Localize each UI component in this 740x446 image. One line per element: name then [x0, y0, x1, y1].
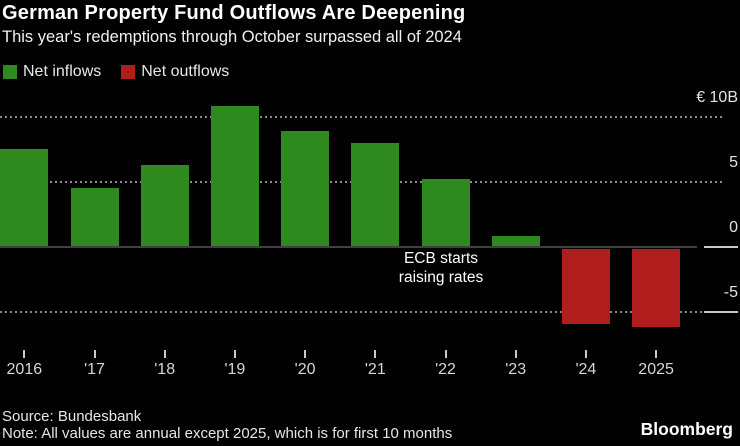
x-axis-tick-20 [304, 350, 307, 358]
bar-22[interactable] [421, 178, 470, 246]
bar-23[interactable] [491, 236, 540, 246]
right-axis-tick--5 [704, 310, 738, 313]
x-axis-tick-19 [233, 350, 236, 358]
bar-24[interactable] [561, 248, 610, 324]
gridline--5 [0, 310, 725, 313]
page-title: German Property Fund Outflows Are Deepen… [2, 2, 466, 24]
x-axis-label-17: '17 [84, 361, 105, 378]
x-axis-tick-22 [444, 350, 447, 358]
bar-2025[interactable] [632, 248, 681, 328]
bar-17[interactable] [70, 188, 119, 246]
x-axis-tick-24 [584, 350, 587, 358]
x-axis-label-18: '18 [154, 361, 176, 378]
annotation-ecb-raising-rates: ECB starts raising rates [351, 249, 531, 287]
annotation-line-2: raising rates [398, 269, 484, 286]
y-axis-label-10: € 10B [696, 88, 738, 106]
annotation-line-1: ECB starts [403, 250, 479, 267]
x-axis-label-20: '20 [294, 361, 316, 378]
bar-19[interactable] [210, 106, 259, 246]
x-axis-label-23: '23 [505, 361, 527, 378]
source-text: Source: Bundesbank [2, 408, 142, 425]
bar-21[interactable] [351, 142, 400, 246]
gridline-10 [0, 115, 725, 118]
x-axis-label-19: '19 [224, 361, 246, 378]
chart-subtitle: This year's redemptions through October … [2, 28, 462, 46]
x-axis-label-21: '21 [364, 361, 386, 378]
y-axis-label-0: 0 [729, 218, 738, 236]
bar-20[interactable] [281, 130, 330, 246]
x-axis-tick-2016 [23, 350, 26, 358]
y-axis-label--5: -5 [723, 283, 738, 301]
y-axis-label-5: 5 [729, 153, 738, 171]
bar-18[interactable] [140, 164, 189, 246]
x-axis-tick-18 [163, 350, 166, 358]
note-text: Note: All values are annual except 2025,… [2, 425, 453, 442]
legend-label-net-outflows: Net outflows [141, 63, 230, 80]
x-axis-tick-23 [514, 350, 517, 358]
gridline-0 [0, 245, 697, 248]
x-axis-label-2016: 2016 [6, 361, 43, 378]
legend-swatch-net-inflows [3, 65, 17, 79]
bloomberg-logo: Bloomberg [640, 419, 733, 439]
x-axis-label-22: '22 [435, 361, 456, 378]
legend-swatch-net-outflows [121, 65, 136, 79]
x-axis-tick-17 [93, 350, 96, 358]
legend: Net inflows Net outflows [3, 63, 243, 81]
legend-label-net-inflows: Net inflows [23, 63, 102, 80]
right-axis-tick-0 [704, 245, 738, 248]
x-axis-tick-2025 [655, 350, 658, 358]
x-axis-tick-21 [374, 350, 377, 358]
x-axis-label-24: '24 [575, 361, 597, 378]
bar-2016[interactable] [0, 149, 49, 246]
x-axis-label-2025: 2025 [638, 361, 674, 378]
